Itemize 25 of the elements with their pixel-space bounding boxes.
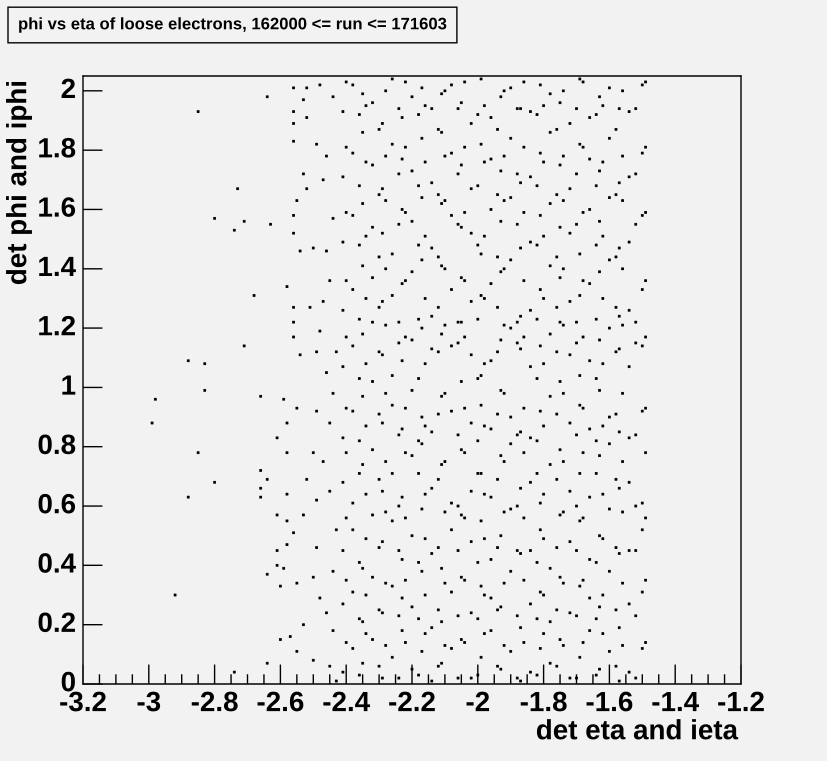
x-tick-label: -1.4	[652, 692, 699, 712]
y-tick-label: 1	[62, 375, 76, 395]
y-tick-label: 0.8	[38, 434, 76, 454]
y-tick-label: 1.6	[39, 197, 76, 217]
x-tick-label: -3.2	[60, 692, 106, 712]
x-tick-label: -2	[466, 692, 490, 712]
y-tick-label: 2	[62, 78, 75, 98]
x-tick-label: -2.6	[258, 692, 304, 712]
y-tick-label: 0.6	[38, 494, 76, 514]
y-tick-label: 1.4	[39, 256, 76, 276]
x-tick-label: -3	[138, 692, 160, 712]
x-tick-label: -2.4	[323, 692, 370, 712]
x-tick-label: -1.2	[718, 692, 764, 712]
y-tick-label: 0.2	[38, 612, 75, 632]
x-tick-label: -2.8	[192, 692, 238, 712]
y-axis-title: det phi and iphi	[6, 82, 32, 284]
x-tick-label: -1.8	[520, 692, 567, 712]
x-tick-label: -1.6	[586, 692, 632, 712]
y-tick-label: 0.4	[38, 553, 76, 573]
x-axis-title: det eta and ieta	[536, 719, 738, 740]
y-tick-label: 0	[62, 672, 75, 692]
y-tick-label: 1.2	[39, 316, 75, 336]
x-tick-label: -2.2	[389, 692, 435, 712]
y-tick-label: 1.8	[39, 138, 76, 158]
chart-title: phi vs eta of loose electrons, 162000 <= run <= 171603	[19, 17, 446, 33]
